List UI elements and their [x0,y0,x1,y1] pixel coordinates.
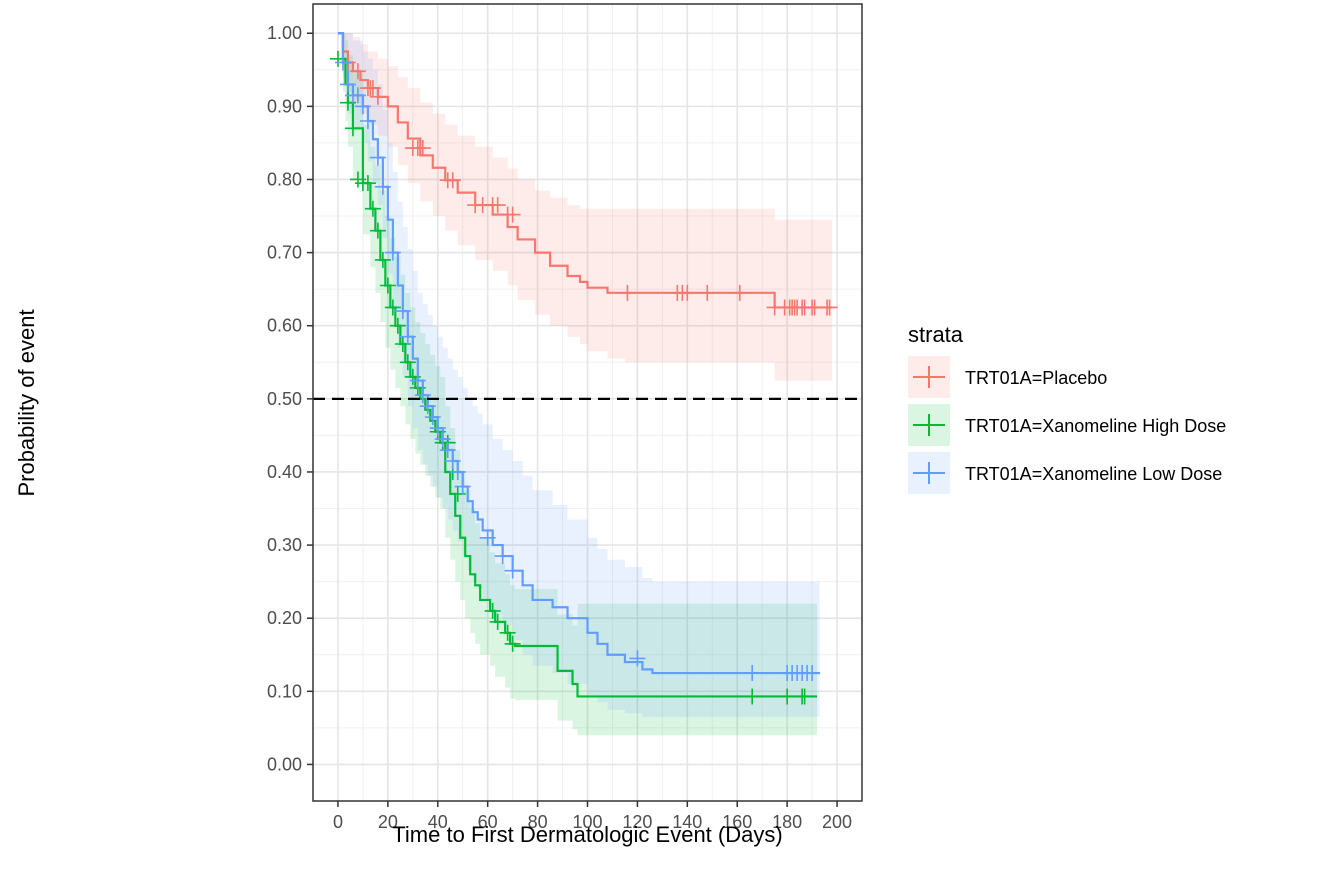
censor-mark [364,80,381,97]
legend-item: TRT01A=Xanomeline Low Dose [908,452,1222,494]
censor-mark [349,63,366,80]
x-axis-title: Time to First Dermatologic Event (Days) [392,822,782,847]
y-tick-label: 1.00 [267,23,302,43]
censor-mark [479,529,496,546]
censor-mark [394,303,411,320]
censor-mark [414,387,431,404]
y-tick-label: 0.80 [267,169,302,189]
censor-mark [504,562,521,579]
legend-item: TRT01A=Placebo [908,356,1107,398]
censor-mark [384,299,401,316]
y-axis-title: Probability of event [14,309,39,496]
legend-label: TRT01A=Placebo [965,368,1107,388]
legend-title: strata [908,322,964,347]
censor-mark [369,149,386,166]
censor-mark [484,602,501,619]
x-tick-label: 180 [772,812,802,832]
censor-mark [409,372,426,389]
x-tick-label: 200 [822,812,852,832]
censor-mark [731,284,748,301]
censor-mark [619,284,636,301]
legend-key-symbol [913,414,945,436]
x-tick-label: 160 [722,812,752,832]
censor-mark [779,688,796,705]
legend-label: TRT01A=Xanomeline Low Dose [965,464,1222,484]
grid-major [313,4,862,801]
censor-mark [379,277,396,294]
y-tick-label: 0.50 [267,389,302,409]
ci-band-1 [337,33,818,736]
censor-mark [444,452,461,469]
censor-mark [444,172,461,189]
x-tick-label: 100 [572,812,602,832]
censor-mark [679,284,696,301]
censor-mark [424,409,441,426]
censor-mark [369,222,386,239]
y-tick-label: 0.60 [267,316,302,336]
censor-mark [434,431,451,448]
censor-mark [504,635,521,652]
x-tick-label: 60 [478,812,498,832]
censor-mark [744,688,761,705]
legend: strata TRT01A=Placebo TRT01A=Xanomeline H… [908,322,1226,494]
y-tick-label: 0.90 [267,96,302,116]
legend-key-symbol [913,462,945,484]
censor-mark [354,98,371,115]
censor-mark [349,87,366,104]
censor-mark [429,420,446,437]
censor-mark [494,548,511,565]
y-tick-label: 0.20 [267,608,302,628]
x-tick-label: 120 [622,812,652,832]
censor-mark [821,299,838,316]
censor-mark [499,624,516,641]
x-tick-label: 0 [333,812,343,832]
censor-mark [504,206,521,223]
legend-key-symbol [913,366,945,388]
censor-mark [364,200,381,217]
censor-mark [744,665,761,682]
censor-mark [629,650,646,667]
x-tick-label: 140 [672,812,702,832]
censor-mark [804,665,821,682]
x-tick-label: 20 [378,812,398,832]
censor-mark [389,317,406,334]
y-tick-label: 0.30 [267,535,302,555]
x-tick-label: 80 [528,812,548,832]
censor-mark [699,284,716,301]
censor-mark [419,398,436,415]
x-axis-ticks: 0 20 40 60 80 100 120 140 160 180 200 [333,801,852,832]
y-tick-label: 0.70 [267,243,302,263]
censor-mark [439,442,456,459]
censor-marks [329,50,838,705]
censor-mark [374,178,391,195]
x-tick-label: 40 [428,812,448,832]
censor-mark [449,463,466,480]
censor-mark [344,120,361,137]
km-curve-0 [337,32,833,309]
censor-mark [489,613,506,630]
censor-mark [399,328,416,345]
y-tick-label: 0.10 [267,681,302,701]
censor-mark [489,197,506,214]
y-tick-label: 0.00 [267,754,302,774]
ci-band-2 [337,33,820,717]
y-tick-label: 0.40 [267,462,302,482]
censor-mark [374,251,391,268]
censor-mark [384,244,401,261]
legend-item: TRT01A=Xanomeline High Dose [908,404,1226,446]
censor-mark [334,54,351,71]
censor-mark [454,478,471,495]
censor-mark [339,76,356,93]
censor-mark [399,354,416,371]
legend-label: TRT01A=Xanomeline High Dose [965,416,1226,436]
censor-mark [369,88,386,105]
censor-mark [414,140,431,157]
censor-mark [359,175,376,192]
censor-mark [796,688,813,705]
y-axis-ticks: 0.00 0.10 0.20 0.30 0.40 0.50 0.60 0.70 0.80 0.90… [267,23,313,774]
censor-mark [359,112,376,129]
